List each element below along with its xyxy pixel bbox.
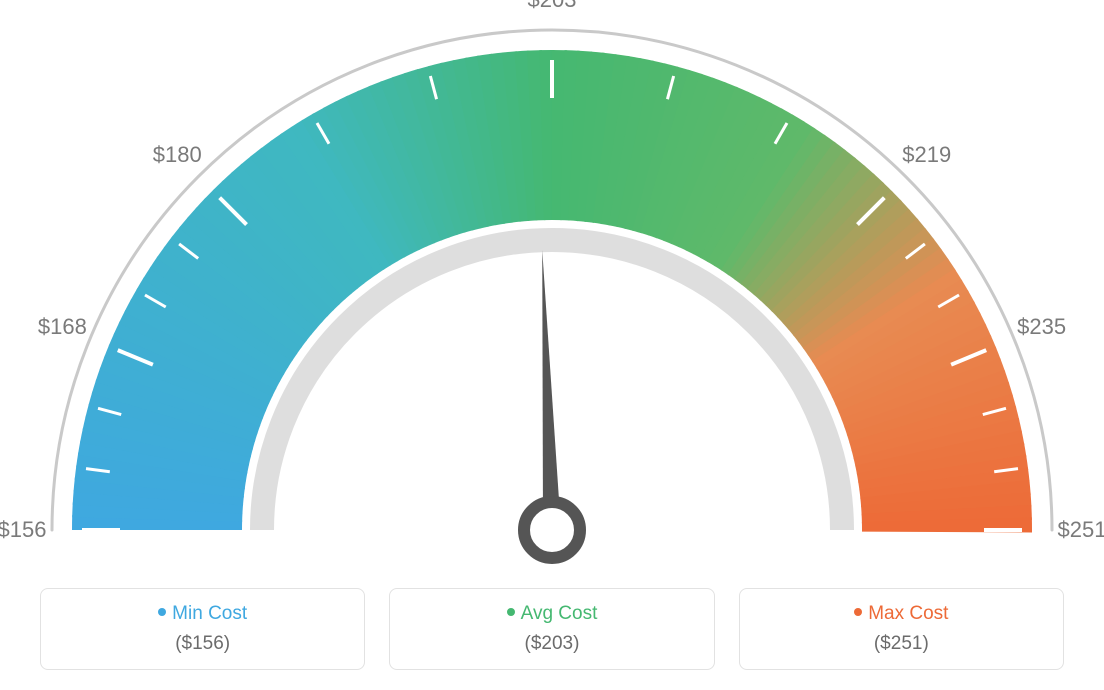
legend-avg-label: Avg Cost	[521, 603, 598, 624]
legend-min-label: Min Cost	[172, 603, 247, 624]
gauge-tick-label: $251	[1058, 517, 1104, 543]
legend-max-title: Max Cost	[740, 603, 1063, 625]
legend-card-max: Max Cost ($251)	[739, 588, 1064, 670]
legend-max-value: ($251)	[740, 633, 1063, 655]
gauge-tick-label: $203	[528, 0, 577, 13]
gauge-tick-label: $180	[153, 142, 202, 168]
gauge-tick-label: $219	[902, 142, 951, 168]
legend-card-min: Min Cost ($156)	[40, 588, 365, 670]
legend-avg-dot-icon	[507, 608, 515, 616]
gauge-tick-label: $156	[0, 517, 46, 543]
gauge-tick-label: $235	[1017, 314, 1066, 340]
legend-max-label: Max Cost	[868, 603, 948, 624]
legend-avg-title: Avg Cost	[390, 603, 713, 625]
gauge-svg	[0, 0, 1104, 580]
legend-min-dot-icon	[158, 608, 166, 616]
legend-max-dot-icon	[854, 608, 862, 616]
cost-gauge-container: $156 $168 $180 $203 $219 $235 $251 Min Cost ($…	[0, 0, 1104, 690]
legend-row: Min Cost ($156) Avg Cost ($203) Max Cost…	[40, 588, 1064, 670]
legend-min-title: Min Cost	[41, 603, 364, 625]
legend-avg-value: ($203)	[390, 633, 713, 655]
legend-card-avg: Avg Cost ($203)	[389, 588, 714, 670]
legend-min-value: ($156)	[41, 633, 364, 655]
gauge-chart: $156 $168 $180 $203 $219 $235 $251	[0, 0, 1104, 580]
gauge-tick-label: $168	[38, 314, 87, 340]
